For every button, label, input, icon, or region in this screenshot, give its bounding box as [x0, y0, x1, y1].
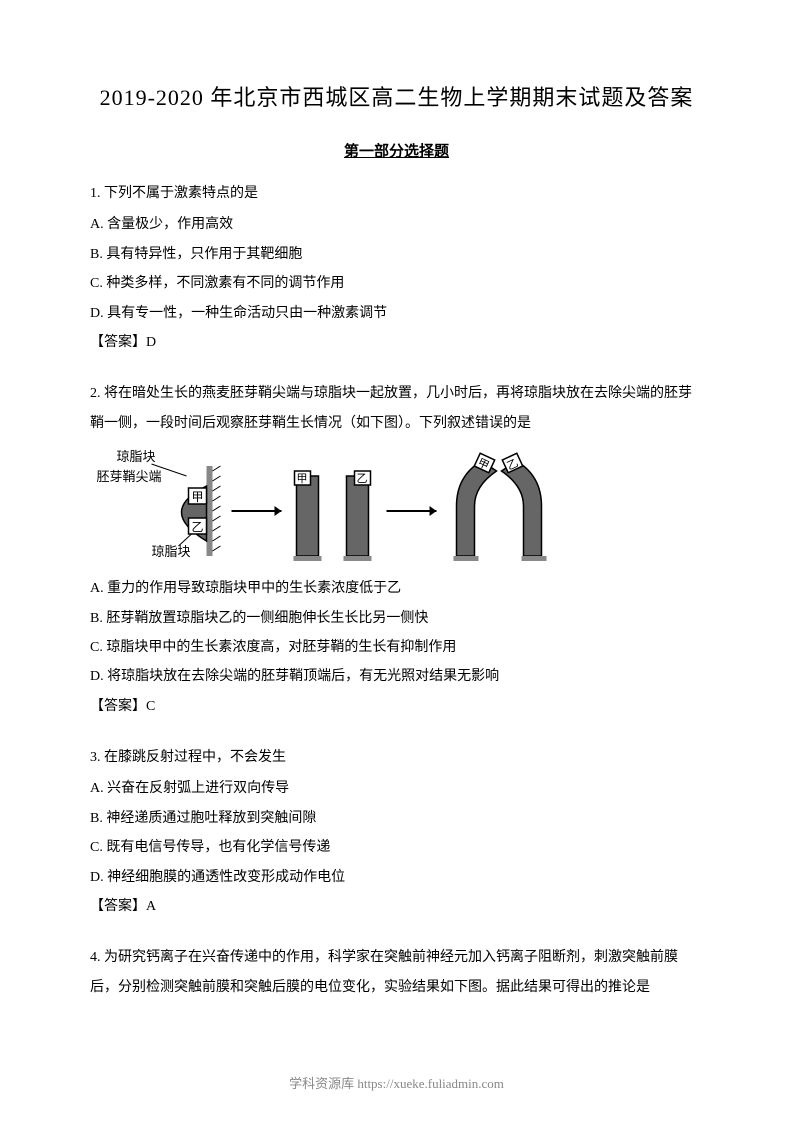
q1-option-b: B. 具有特异性，只作用于其靶细胞	[90, 240, 703, 269]
q3-answer: 【答案】A	[90, 892, 703, 921]
page-title: 2019-2020 年北京市西城区高二生物上学期期末试题及答案	[90, 80, 703, 112]
q3-stem: 3. 在膝跳反射过程中，不会发生	[90, 743, 703, 772]
diagram-jia-2: 甲	[297, 473, 308, 485]
diagram-yi-2: 乙	[357, 472, 368, 485]
q1-option-a: A. 含量极少，作用高效	[90, 210, 703, 239]
diagram-jia-1: 甲	[192, 490, 204, 504]
q1-option-d: D. 具有专一性，一种生命活动只由一种激素调节	[90, 299, 703, 328]
q3-option-a: A. 兴奋在反射弧上进行双向传导	[90, 774, 703, 803]
q2-stem: 2. 将在暗处生长的燕麦胚芽鞘尖端与琼脂块一起放置，几小时后，再将琼脂块放在去除…	[90, 379, 703, 438]
q1-stem: 1. 下列不属于激素特点的是	[90, 179, 703, 208]
q4-stem: 4. 为研究钙离子在兴奋传递中的作用，科学家在突触前神经元加入钙离子阻断剂，刺激…	[90, 943, 703, 1002]
question-1: 1. 下列不属于激素特点的是 A. 含量极少，作用高效 B. 具有特异性，只作用…	[90, 179, 703, 357]
q3-option-c: C. 既有电信号传导，也有化学信号传递	[90, 833, 703, 862]
q2-option-d: D. 将琼脂块放在去除尖端的胚芽鞘顶端后，有无光照对结果无影响	[90, 662, 703, 691]
q2-option-b: B. 胚芽鞘放置琼脂块乙的一侧细胞伸长生长比另一侧快	[90, 604, 703, 633]
q2-option-c: C. 琼脂块甲中的生长素浓度高，对胚芽鞘的生长有抑制作用	[90, 633, 703, 662]
q1-answer: 【答案】D	[90, 328, 703, 357]
q3-option-b: B. 神经递质通过胞吐释放到突触间隙	[90, 804, 703, 833]
diagram-label-agar1: 琼脂块	[117, 449, 156, 464]
question-3: 3. 在膝跳反射过程中，不会发生 A. 兴奋在反射弧上进行双向传导 B. 神经递…	[90, 743, 703, 921]
q2-diagram: 琼脂块 胚芽鞘尖端 甲 乙 琼脂块	[90, 446, 703, 566]
diagram-label-agar2: 琼脂块	[152, 544, 191, 559]
diagram-label-tip: 胚芽鞘尖端	[97, 469, 162, 484]
q1-option-c: C. 种类多样，不同激素有不同的调节作用	[90, 269, 703, 298]
page-footer: 学科资源库 https://xueke.fuliadmin.com	[0, 1073, 793, 1092]
q2-answer: 【答案】C	[90, 692, 703, 721]
q2-option-a: A. 重力的作用导致琼脂块甲中的生长素浓度低于乙	[90, 574, 703, 603]
question-2: 2. 将在暗处生长的燕麦胚芽鞘尖端与琼脂块一起放置，几小时后，再将琼脂块放在去除…	[90, 379, 703, 721]
diagram-yi-1: 乙	[192, 520, 204, 534]
question-4: 4. 为研究钙离子在兴奋传递中的作用，科学家在突触前神经元加入钙离子阻断剂，刺激…	[90, 943, 703, 1002]
q3-option-d: D. 神经细胞膜的通透性改变形成动作电位	[90, 863, 703, 892]
section-subtitle: 第一部分选择题	[90, 140, 703, 161]
